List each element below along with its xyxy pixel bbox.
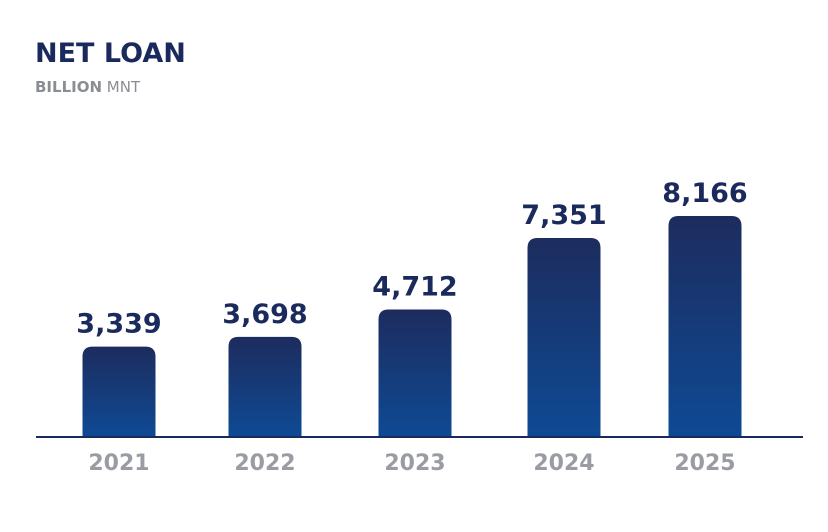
subtitle-unit-bold: BILLION bbox=[35, 78, 103, 96]
chart-title: NET LOAN bbox=[35, 38, 186, 69]
data-label-2021: 3,339 bbox=[76, 309, 161, 340]
x-tick-labels: 2021 2022 2023 2024 2025 bbox=[88, 451, 735, 476]
bar-2023 bbox=[378, 309, 452, 437]
data-label-2025: 8,166 bbox=[662, 178, 747, 209]
bar-2024 bbox=[527, 238, 601, 437]
subtitle-unit-rest: MNT bbox=[102, 78, 141, 96]
bar-2021 bbox=[82, 346, 156, 437]
chart-subtitle: BILLION MNT bbox=[35, 78, 140, 96]
x-tick-label-2025: 2025 bbox=[674, 451, 735, 476]
x-tick-label-2024: 2024 bbox=[533, 451, 594, 476]
bar-2025 bbox=[668, 216, 742, 437]
bar-2022 bbox=[228, 336, 302, 437]
bars-group: 3,339 3,698 4,712 7,351 8,166 bbox=[76, 178, 748, 437]
x-tick-label-2021: 2021 bbox=[88, 451, 149, 476]
data-label-2024: 7,351 bbox=[521, 200, 606, 231]
x-tick-label-2023: 2023 bbox=[384, 451, 445, 476]
x-tick-label-2022: 2022 bbox=[234, 451, 295, 476]
data-label-2023: 4,712 bbox=[372, 271, 457, 302]
data-label-2022: 3,698 bbox=[222, 299, 307, 330]
